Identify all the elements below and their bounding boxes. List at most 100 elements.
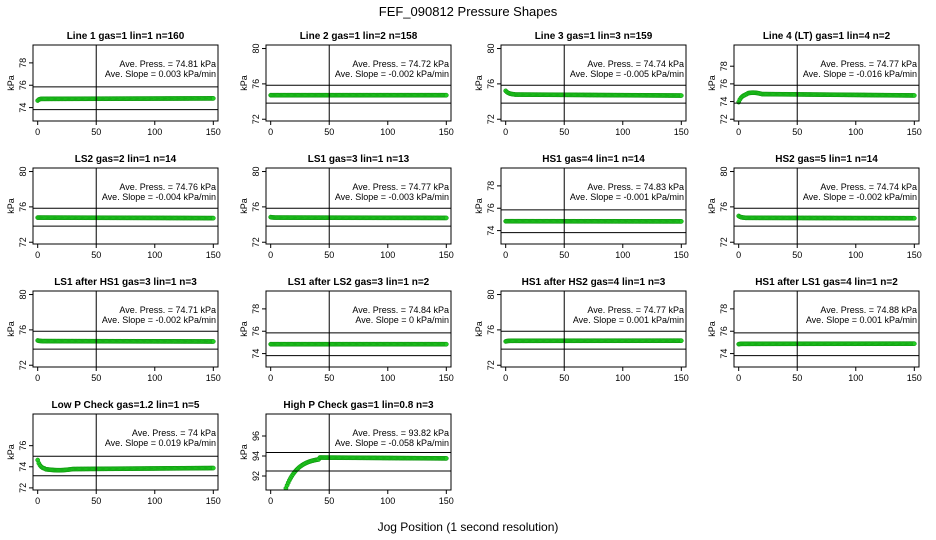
x-tick-label: 0 xyxy=(268,127,273,137)
data-point xyxy=(911,215,917,221)
x-tick-label: 100 xyxy=(380,496,395,506)
x-tick-label: 150 xyxy=(907,127,922,137)
x-tick-label: 50 xyxy=(324,496,334,506)
y-tick-label: 80 xyxy=(251,44,261,54)
x-tick-label: 150 xyxy=(907,250,922,260)
panel-title: Line 4 (LT) gas=1 lin=4 n=2 xyxy=(763,31,891,42)
y-tick-label: 74 xyxy=(18,462,28,472)
chart-panel-11: HS1 after HS2 gas=4 lin=1 n=3 0 50 100 150 72… xyxy=(474,277,689,383)
chart-panel-13: Low P Check gas=1.2 lin=1 n=5 0 50 100 150 72… xyxy=(6,400,221,506)
panel-title: High P Check gas=1 lin=0.8 n=3 xyxy=(283,400,434,411)
x-tick-label: 0 xyxy=(736,373,741,383)
chart-panel-5: LS2 gas=2 lin=1 n=14 0 50 100 150 72 76 80 kPa Av… xyxy=(6,154,221,260)
stat-annotation: Ave. Slope = -0.058 kPa/min xyxy=(335,438,449,448)
stat-annotation: Ave. Press. = 74.77 kPa xyxy=(820,59,917,69)
panel-title: Line 1 gas=1 lin=1 n=160 xyxy=(67,31,185,42)
y-tick-label: 80 xyxy=(486,290,496,300)
x-tick-label: 100 xyxy=(147,496,162,506)
stat-annotation: Ave. Press. = 74.83 kPa xyxy=(587,182,684,192)
y-tick-label: 92 xyxy=(251,471,261,481)
data-point xyxy=(678,219,684,224)
x-tick-label: 50 xyxy=(324,250,334,260)
y-tick-label: 94 xyxy=(251,451,261,461)
x-tick-label: 0 xyxy=(503,373,508,383)
plot-frame xyxy=(500,290,687,368)
data-points xyxy=(35,96,216,103)
data-point xyxy=(443,92,449,98)
data-point xyxy=(911,93,917,98)
y-tick-label: 76 xyxy=(719,202,729,212)
x-axis-label: Jog Position (1 second resolution) xyxy=(378,520,559,534)
x-tick-label: 100 xyxy=(615,250,630,260)
data-points xyxy=(268,341,449,347)
x-tick-label: 100 xyxy=(848,250,863,260)
y-axis-label: kPa xyxy=(239,321,249,337)
x-tick-label: 100 xyxy=(615,373,630,383)
y-tick-label: 74 xyxy=(719,349,729,359)
data-points xyxy=(35,215,216,221)
x-tick-label: 150 xyxy=(674,250,689,260)
stat-annotation: Ave. Press. = 74.81 kPa xyxy=(119,59,216,69)
y-tick-label: 76 xyxy=(18,202,28,212)
stat-annotation: Ave. Slope = -0.005 kPa/min xyxy=(570,69,684,79)
x-tick-label: 50 xyxy=(559,373,569,383)
chart-panel-6: LS1 gas=3 lin=1 n=13 0 50 100 150 72 76 80 kPa Av… xyxy=(239,154,454,260)
data-point xyxy=(678,338,684,344)
x-tick-label: 150 xyxy=(674,373,689,383)
plot-frame xyxy=(32,167,219,245)
x-tick-label: 100 xyxy=(848,127,863,137)
y-tick-label: 72 xyxy=(18,237,28,247)
x-tick-label: 100 xyxy=(147,373,162,383)
data-points xyxy=(736,90,917,105)
data-point xyxy=(678,93,684,98)
y-tick-label: 76 xyxy=(251,326,261,336)
x-tick-label: 50 xyxy=(91,496,101,506)
y-axis-label: kPa xyxy=(474,198,484,214)
y-tick-label: 72 xyxy=(18,483,28,493)
y-tick-label: 80 xyxy=(18,290,28,300)
y-tick-label: 74 xyxy=(18,103,28,113)
data-points xyxy=(35,338,216,344)
stat-annotation: Ave. Press. = 74.88 kPa xyxy=(820,305,917,315)
panel-title: HS1 gas=4 lin=1 n=14 xyxy=(542,154,645,165)
y-tick-label: 80 xyxy=(719,167,729,177)
x-tick-label: 150 xyxy=(674,127,689,137)
y-axis-label: kPa xyxy=(239,198,249,214)
stat-annotation: Ave. Press. = 74.77 kPa xyxy=(352,182,449,192)
x-tick-label: 150 xyxy=(206,250,221,260)
y-tick-label: 74 xyxy=(251,349,261,359)
panel-title: HS1 after HS2 gas=4 lin=1 n=3 xyxy=(522,277,666,288)
plot-frame xyxy=(500,44,687,122)
y-tick-label: 76 xyxy=(719,79,729,89)
plot-frame xyxy=(32,290,219,368)
chart-panel-4: Line 4 (LT) gas=1 lin=4 n=2 0 50 100 150 72 74… xyxy=(707,31,922,137)
y-tick-label: 76 xyxy=(486,79,496,89)
y-tick-label: 78 xyxy=(719,61,729,71)
x-tick-label: 150 xyxy=(439,250,454,260)
x-tick-label: 150 xyxy=(439,127,454,137)
x-tick-label: 50 xyxy=(559,250,569,260)
x-tick-label: 150 xyxy=(907,373,922,383)
x-tick-label: 50 xyxy=(792,373,802,383)
stat-annotation: Ave. Slope = 0.019 kPa/min xyxy=(105,438,216,448)
plot-frame xyxy=(733,290,920,368)
y-axis-label: kPa xyxy=(6,198,16,214)
y-axis-label: kPa xyxy=(707,75,717,91)
x-tick-label: 0 xyxy=(736,250,741,260)
x-tick-label: 150 xyxy=(206,496,221,506)
y-tick-label: 72 xyxy=(251,114,261,124)
x-tick-label: 100 xyxy=(615,127,630,137)
data-point xyxy=(443,456,449,461)
x-tick-label: 0 xyxy=(503,250,508,260)
stat-annotation: Ave. Slope = 0 kPa/min xyxy=(355,315,449,325)
x-tick-label: 50 xyxy=(792,250,802,260)
chart-panel-10: LS1 after LS2 gas=3 lin=1 n=2 0 50 100 150 74… xyxy=(239,277,454,383)
x-tick-label: 0 xyxy=(268,373,273,383)
y-axis-label: kPa xyxy=(239,75,249,91)
plot-frame xyxy=(733,44,920,122)
data-point xyxy=(210,465,216,471)
panel-title: LS2 gas=2 lin=1 n=14 xyxy=(75,154,177,165)
panel-title: LS1 after LS2 gas=3 lin=1 n=2 xyxy=(288,277,430,288)
